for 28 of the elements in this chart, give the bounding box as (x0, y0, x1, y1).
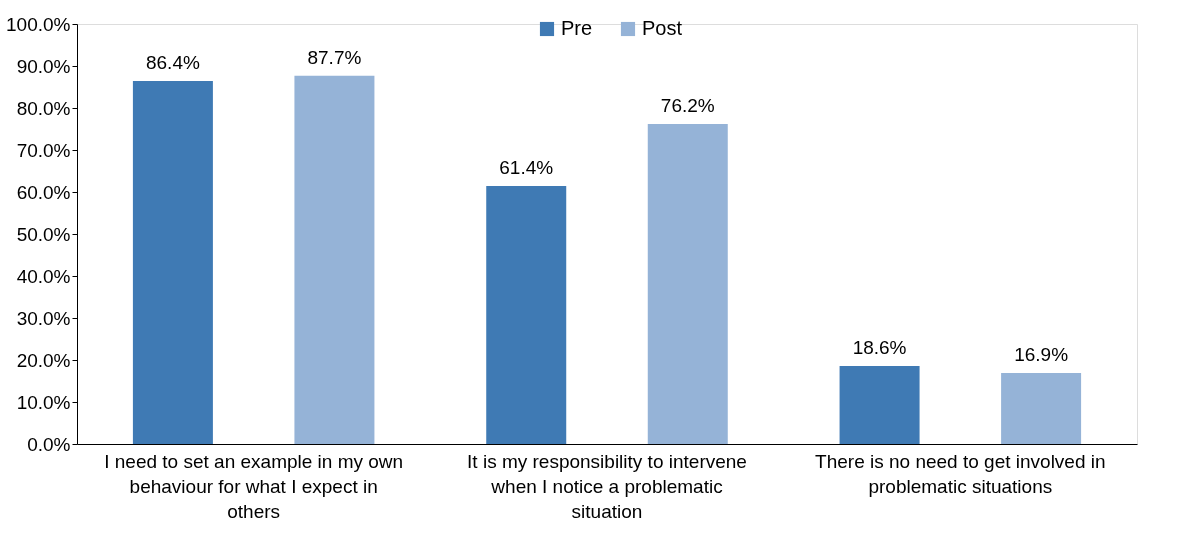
data-label: 87.7% (307, 46, 362, 68)
y-tick-label: 20.0% (16, 349, 71, 371)
y-tick-label: 80.0% (16, 97, 71, 119)
legend-label: Pre (561, 17, 593, 39)
data-label: 16.9% (1014, 344, 1069, 366)
bar (647, 123, 728, 444)
bar (486, 186, 567, 444)
y-tick-label: 60.0% (16, 181, 71, 203)
data-label: 76.2% (660, 94, 715, 116)
y-tick-label: 50.0% (16, 223, 71, 245)
y-tick-label: 90.0% (16, 55, 71, 77)
y-tick-label: 10.0% (16, 391, 71, 413)
y-tick-label: 40.0% (16, 265, 71, 287)
bar (1001, 373, 1082, 444)
bar (294, 75, 375, 444)
data-label: 61.4% (499, 157, 554, 179)
y-tick-label: 70.0% (16, 139, 71, 161)
x-tick-label: I need to set an example in my own behaviour for what I expect in others (104, 450, 404, 522)
y-tick-label: 0.0% (27, 433, 71, 455)
x-tick-label: There is no need to get involved in problematic situations (815, 450, 1106, 497)
bar (132, 81, 213, 444)
legend-label: Post (642, 17, 683, 39)
x-tick-label: It is my responsibility to intervene when I notice a problematic situation (467, 450, 747, 522)
y-tick-label: 100.0% (6, 13, 71, 35)
y-tick-label: 30.0% (16, 307, 71, 329)
data-label: 18.6% (852, 336, 907, 358)
bar (839, 365, 920, 444)
data-label: 86.4% (145, 52, 200, 74)
